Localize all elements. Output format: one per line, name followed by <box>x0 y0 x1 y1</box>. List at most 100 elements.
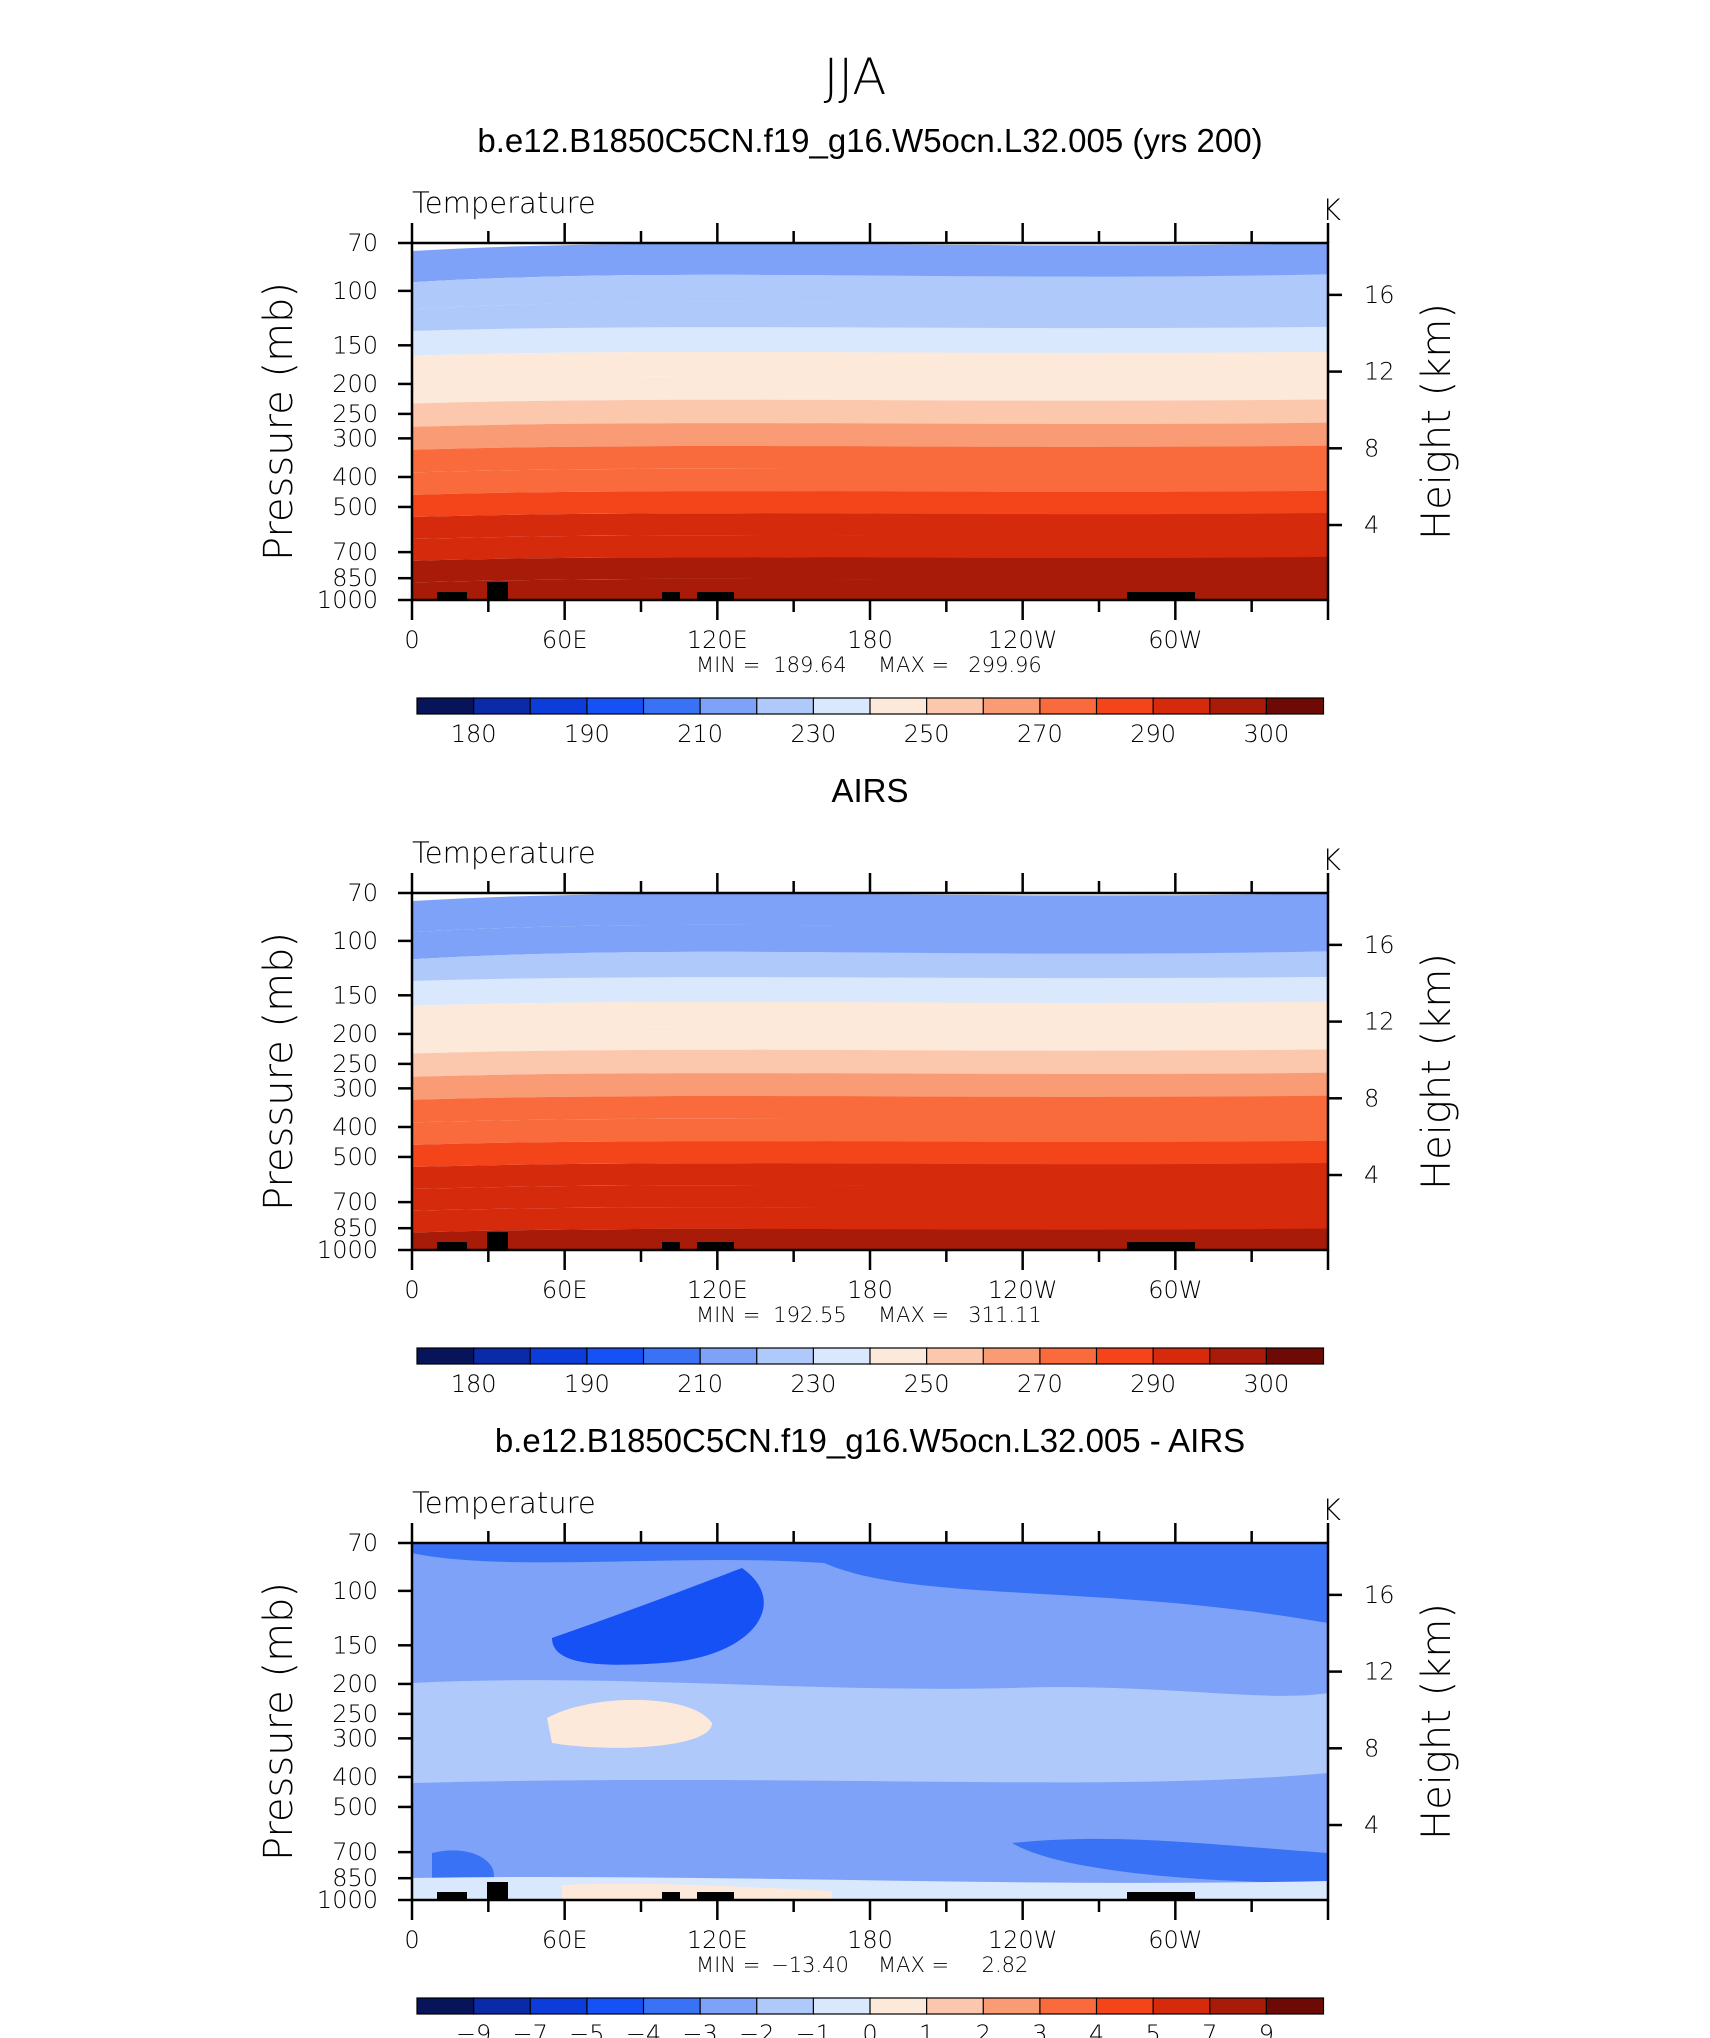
pressure-tick-label: 300 <box>332 1724 378 1752</box>
colorbar-swatch <box>756 1347 815 1365</box>
contour-band <box>432 1850 494 1883</box>
x-tick-label: 120W <box>988 626 1058 654</box>
x-tick-label: 180 <box>847 1926 893 1954</box>
terrain-mask <box>1127 1242 1195 1250</box>
min-label: MIN = <box>696 1953 760 1977</box>
terrain-mask <box>437 592 467 600</box>
contour-band <box>412 556 1328 583</box>
contour-band <box>412 326 1328 356</box>
pressure-tick-label: 700 <box>332 538 378 566</box>
colorbar-swatch <box>642 697 702 715</box>
terrain-mask <box>487 582 508 600</box>
min-label: MIN = <box>696 1303 760 1327</box>
colorbar-swatch <box>869 1347 928 1365</box>
colorbar-label: 290 <box>1130 1370 1176 1398</box>
contour-band <box>412 445 1328 473</box>
terrain-mask <box>697 592 734 600</box>
pressure-tick-label: 100 <box>332 277 378 305</box>
pressure-tick-label: 70 <box>347 879 378 907</box>
contour-band <box>412 590 1328 600</box>
pressure-tick-label: 1000 <box>317 1886 378 1914</box>
min-value: −13.40 <box>771 1953 849 1977</box>
colorbar-label: −2 <box>739 2020 774 2038</box>
contour-band <box>412 1025 1328 1054</box>
variable-label: Temperature <box>412 186 596 220</box>
contour-band <box>412 243 1328 283</box>
colorbar-swatch <box>1039 1997 1098 2015</box>
colorbar-swatch <box>1265 1997 1325 2015</box>
height-tick-label: 4 <box>1364 1161 1379 1189</box>
colorbar-swatch <box>756 1997 815 2015</box>
colorbar-swatch <box>586 1997 645 2015</box>
colorbar-label: −3 <box>682 2020 717 2038</box>
pressure-tick-label: 500 <box>332 1793 378 1821</box>
y-axis-label: Pressure (mb) <box>256 1582 302 1861</box>
units-label: K <box>1322 193 1341 227</box>
colorbar-swatch <box>416 697 475 715</box>
colorbar-label: 3 <box>1032 2020 1047 2038</box>
max-label: MAX = <box>878 1953 949 1977</box>
colorbar-label: 210 <box>677 1370 723 1398</box>
colorbar-swatch <box>756 697 815 715</box>
pressure-tick-label: 150 <box>332 1631 378 1659</box>
pressure-tick-label: 500 <box>332 493 378 521</box>
x-tick-label: 0 <box>404 1276 419 1304</box>
contour-band <box>412 301 1328 335</box>
terrain-mask <box>697 1242 734 1250</box>
colorbar-swatch <box>473 697 532 715</box>
panel-title: b.e12.B1850C5CN.f19_g16.W5ocn.L32.005 - … <box>495 1422 1245 1459</box>
colorbar-swatch <box>529 1347 588 1365</box>
colorbar-label: 0 <box>862 2020 877 2038</box>
x-tick-label: 60W <box>1148 1926 1202 1954</box>
pressure-tick-label: 300 <box>332 1074 378 1102</box>
colorbar-swatch <box>1152 1997 1211 2015</box>
x-tick-label: 120E <box>687 1276 748 1304</box>
panel-title: AIRS <box>831 772 908 809</box>
pressure-tick-label: 150 <box>332 331 378 359</box>
colorbar-swatch <box>926 1997 985 2015</box>
x-tick-label: 120W <box>988 1276 1058 1304</box>
colorbar-swatch <box>1039 697 1098 715</box>
colorbar-swatch <box>529 1997 588 2015</box>
colorbar-swatch <box>1265 1347 1325 1365</box>
terrain-mask <box>662 1892 680 1900</box>
pressure-tick-label: 300 <box>332 424 378 452</box>
height-tick-label: 12 <box>1364 1008 1395 1036</box>
x-tick-label: 60W <box>1148 626 1202 654</box>
terrain-mask <box>1127 592 1195 600</box>
chart-panel-1: b.e12.B1850C5CN.f19_g16.W5ocn.L32.005 (y… <box>256 122 1460 748</box>
contour-band <box>412 976 1328 1006</box>
terrain-mask <box>487 1882 508 1900</box>
colorbar-label: 290 <box>1130 720 1176 748</box>
pressure-tick-label: 150 <box>332 981 378 1009</box>
colorbar-swatch <box>1039 1347 1098 1365</box>
max-value: 299.96 <box>968 653 1041 677</box>
colorbar-swatch <box>1209 1347 1268 1365</box>
pressure-tick-label: 250 <box>332 1700 378 1728</box>
pressure-tick-label: 850 <box>332 1864 378 1892</box>
contour-band <box>412 351 1328 380</box>
contour-band <box>412 274 1328 310</box>
pressure-tick-label: 700 <box>332 1188 378 1216</box>
colorbar-label: 2 <box>976 2020 991 2038</box>
colorbar-swatch <box>1265 697 1325 715</box>
colorbar-swatch <box>1209 1997 1268 2015</box>
colorbar-label: 7 <box>1202 2020 1217 2038</box>
colorbar-label: −1 <box>796 2020 831 2038</box>
min-value: 192.55 <box>773 1303 846 1327</box>
pressure-tick-label: 400 <box>332 1763 378 1791</box>
height-tick-label: 16 <box>1364 931 1395 959</box>
max-label: MAX = <box>878 653 949 677</box>
colorbar-swatch <box>1152 1347 1211 1365</box>
x-tick-label: 120W <box>988 1926 1058 1954</box>
contour-band <box>412 1185 1328 1211</box>
contour-band <box>552 1568 764 1665</box>
contour-band <box>412 513 1328 540</box>
pressure-tick-label: 250 <box>332 1050 378 1078</box>
colorbar-label: 230 <box>790 1370 836 1398</box>
colorbar-label: 300 <box>1243 1370 1289 1398</box>
x-tick-label: 180 <box>847 1276 893 1304</box>
chart-panel-3: b.e12.B1850C5CN.f19_g16.W5ocn.L32.005 - … <box>256 1422 1460 2038</box>
x-tick-label: 60E <box>542 1276 588 1304</box>
colorbar-label: 250 <box>904 720 950 748</box>
